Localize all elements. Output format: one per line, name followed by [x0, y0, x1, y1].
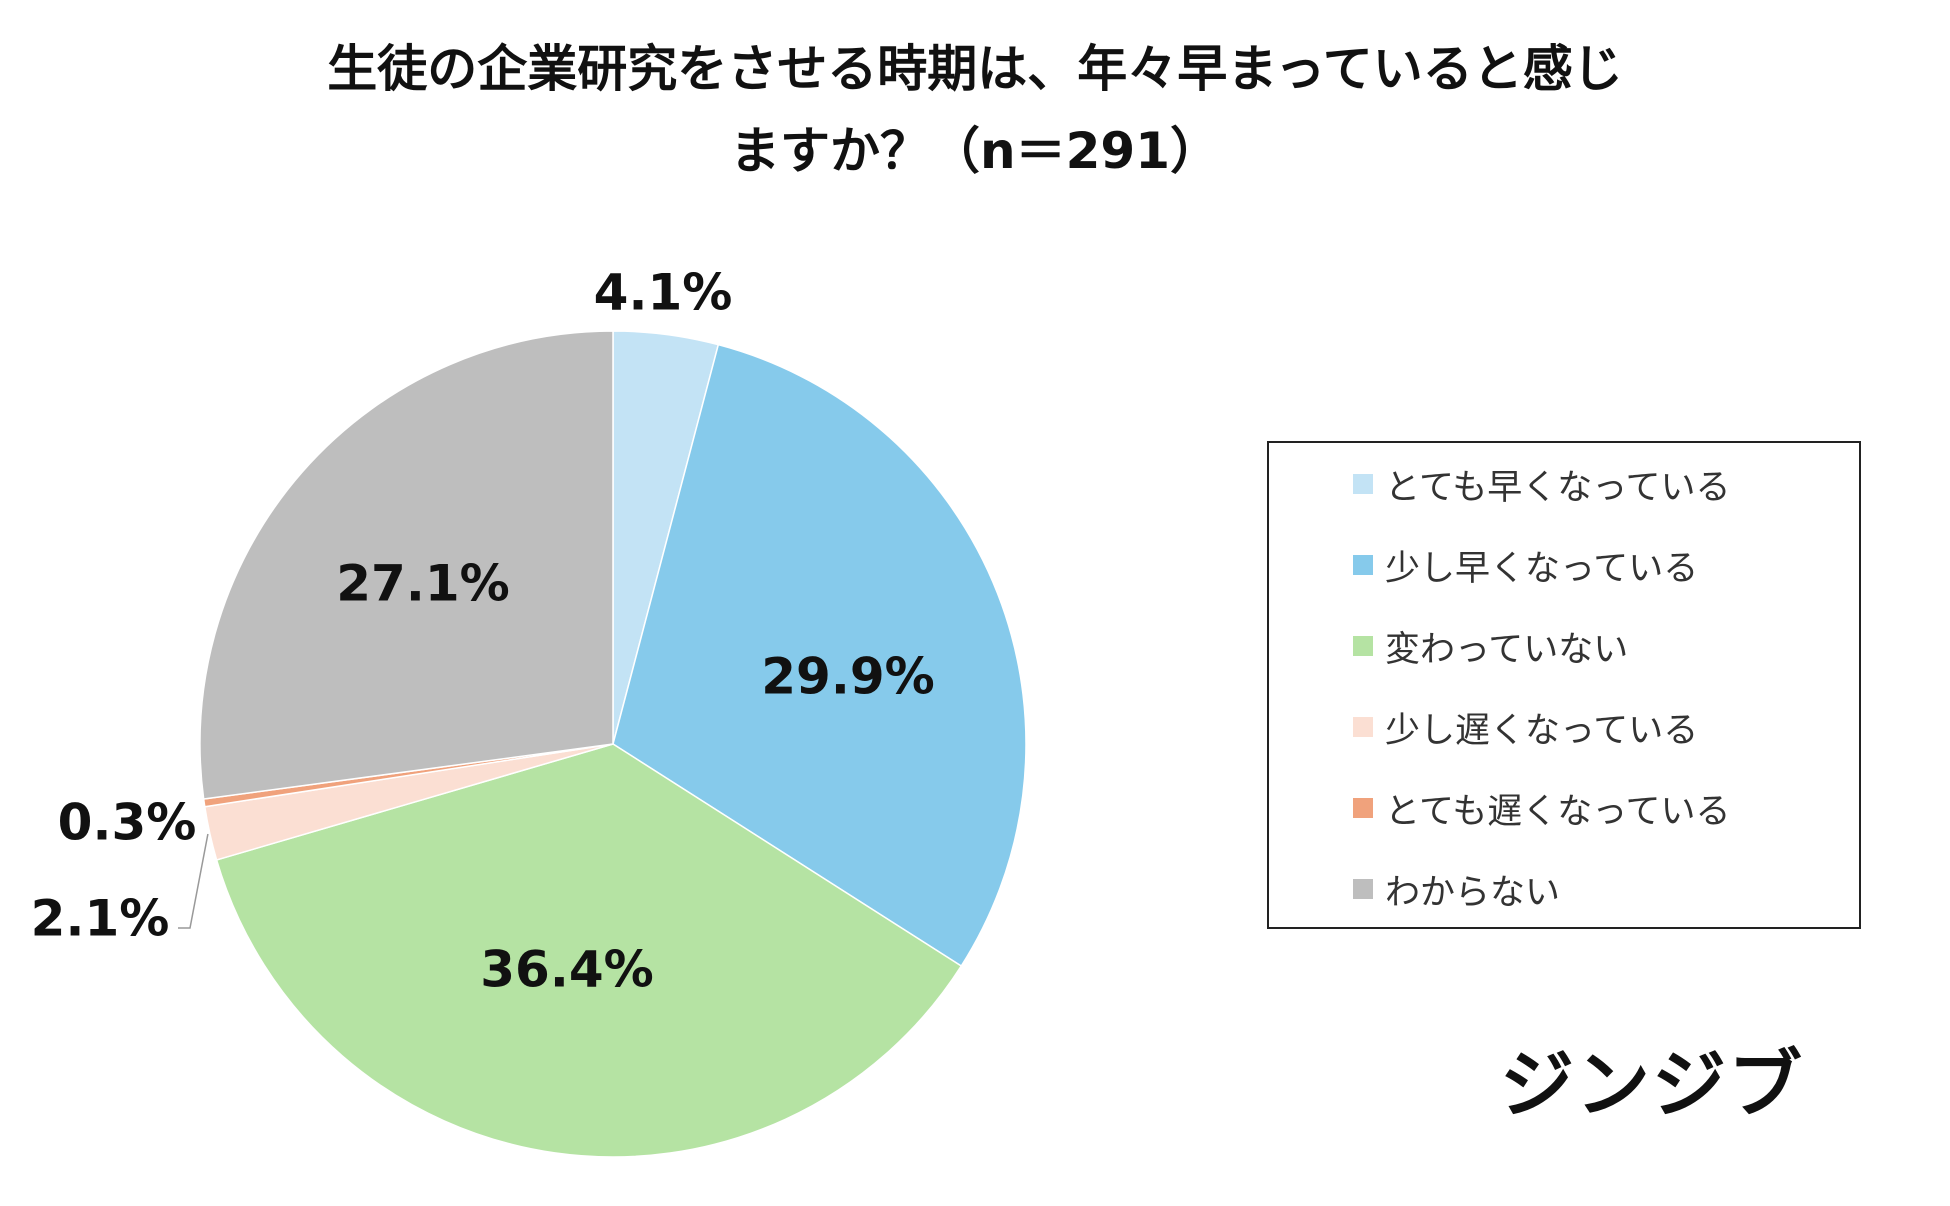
legend-swatch — [1353, 636, 1373, 656]
chart-title-line-2: ますか？（n＝291） — [730, 122, 1220, 180]
legend-label: 変わっていない — [1385, 629, 1629, 670]
brand-logo: ジンジブ — [1500, 1042, 1804, 1128]
legend-item: とても遅くなっている — [1353, 788, 1730, 832]
legend-label: 少し遅くなっている — [1385, 710, 1699, 751]
value-labels: 4.1% 29.9% 36.4% 2.1% 0.3% 27.1% — [31, 264, 935, 999]
legend-swatch — [1353, 474, 1373, 494]
pie-slice — [612, 343, 1027, 968]
data-label: 36.4% — [480, 941, 653, 999]
pie-slice — [215, 743, 963, 1158]
legend-item: わからない — [1353, 869, 1560, 913]
data-label: 4.1% — [594, 264, 733, 322]
leader-line — [178, 833, 209, 929]
legend-swatch — [1353, 717, 1373, 737]
pie-slice — [199, 330, 614, 800]
legend-swatch — [1353, 879, 1373, 899]
legend-swatch — [1353, 555, 1373, 575]
data-label: 0.3% — [58, 794, 197, 852]
legend-item: とても早くなっている — [1353, 464, 1730, 508]
data-label: 27.1% — [336, 555, 509, 613]
legend-item: 少し遅くなっている — [1353, 707, 1698, 751]
legend-item: 少し早くなっている — [1353, 545, 1698, 589]
pie-slices — [199, 330, 1027, 1158]
legend-swatch — [1353, 798, 1373, 818]
chart-title-line-1: 生徒の企業研究をさせる時期は、年々早まっていると感じ — [327, 40, 1623, 98]
legend-label: 少し早くなっている — [1385, 548, 1699, 589]
data-label: 2.1% — [31, 890, 170, 948]
legend: とても早くなっている 少し早くなっている 変わっていない 少し遅くなっている と… — [1267, 441, 1861, 929]
legend-label: とても遅くなっている — [1385, 791, 1731, 832]
leader-lines — [178, 833, 209, 929]
legend-label: とても早くなっている — [1385, 467, 1731, 508]
chart-title: 生徒の企業研究をさせる時期は、年々早まっていると感じ ますか？（n＝291） — [0, 28, 1950, 192]
legend-label: わからない — [1385, 872, 1561, 913]
data-label: 29.9% — [761, 648, 934, 706]
legend-item: 変わっていない — [1353, 626, 1628, 670]
